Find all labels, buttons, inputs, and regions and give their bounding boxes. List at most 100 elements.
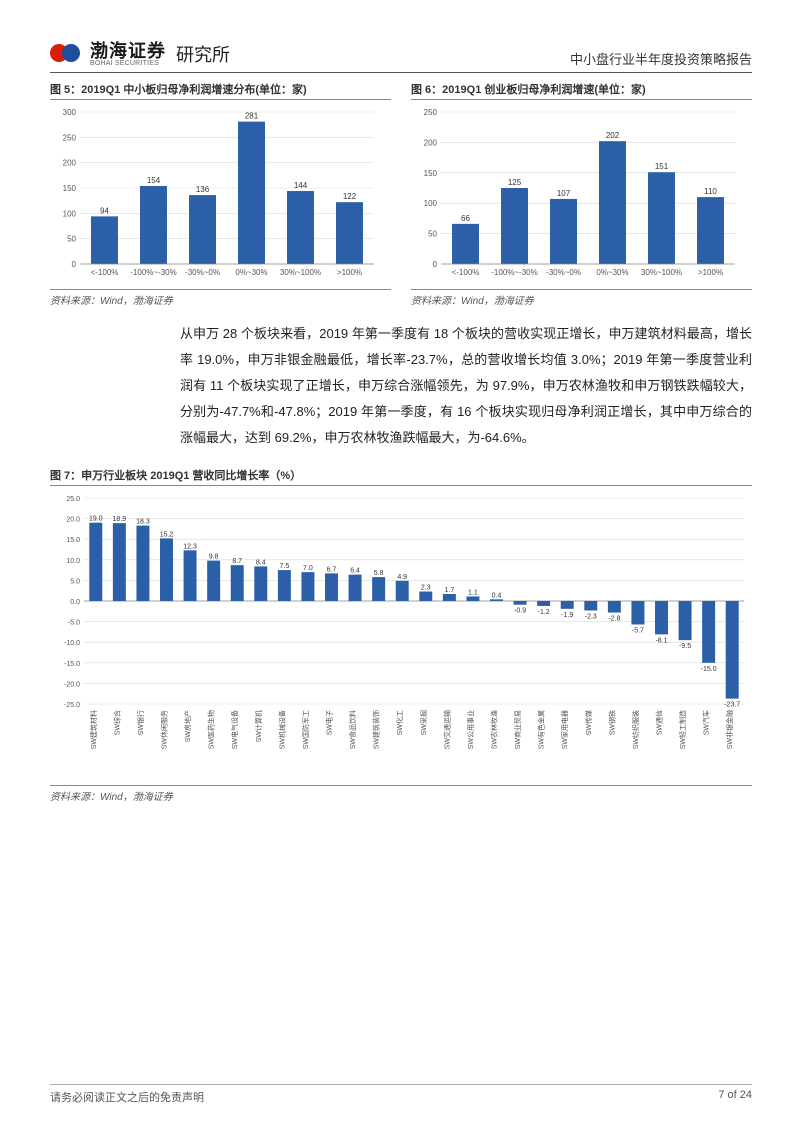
svg-text:SW轻工制造: SW轻工制造: [678, 710, 687, 749]
svg-text:SW综合: SW综合: [112, 710, 121, 735]
svg-text:6.7: 6.7: [327, 566, 337, 573]
svg-text:110: 110: [704, 187, 717, 196]
svg-text:-10.0: -10.0: [64, 640, 80, 647]
svg-text:-25.0: -25.0: [64, 702, 80, 709]
svg-text:-5.0: -5.0: [68, 620, 80, 627]
svg-text:154: 154: [147, 176, 161, 185]
svg-text:SW房地产: SW房地产: [183, 710, 192, 742]
svg-text:SW银行: SW银行: [136, 710, 145, 735]
svg-text:107: 107: [557, 189, 571, 198]
svg-text:-2.8: -2.8: [608, 616, 620, 623]
svg-text:281: 281: [245, 112, 259, 121]
svg-text:SW国防军工: SW国防军工: [301, 710, 310, 749]
svg-text:15.0: 15.0: [66, 537, 80, 544]
chart5-source: 资料来源：Wind，渤海证券: [50, 289, 391, 307]
svg-text:8.7: 8.7: [232, 558, 242, 565]
svg-text:25.0: 25.0: [66, 496, 80, 503]
chart5-svg: 05010015020025030094<-100%154-100%~-30%1…: [50, 104, 391, 287]
footer-page: 7 of 24: [718, 1089, 752, 1105]
chart6-svg: 05010015020025066<-100%125-100%~-30%107-…: [411, 104, 752, 287]
svg-text:10.0: 10.0: [66, 558, 80, 565]
svg-text:-23.7: -23.7: [724, 702, 740, 709]
svg-text:SW电子: SW电子: [325, 710, 334, 735]
svg-text:5.0: 5.0: [70, 578, 80, 585]
svg-text:19.0: 19.0: [89, 516, 103, 523]
svg-text:SW公用事业: SW公用事业: [466, 710, 475, 749]
svg-text:30%~100%: 30%~100%: [641, 268, 682, 277]
svg-text:0: 0: [72, 260, 77, 269]
svg-text:SW机械设备: SW机械设备: [277, 710, 286, 749]
svg-text:-30%~0%: -30%~0%: [546, 268, 581, 277]
svg-text:-5.7: -5.7: [632, 627, 644, 634]
svg-text:SW有色金属: SW有色金属: [537, 710, 546, 749]
chart7-svg: -25.0-20.0-15.0-10.0-5.00.05.010.015.020…: [50, 490, 752, 783]
svg-text:50: 50: [67, 235, 76, 244]
logo-cn: 渤海证券: [90, 42, 166, 60]
svg-text:18.3: 18.3: [136, 519, 150, 526]
svg-text:-8.1: -8.1: [655, 637, 667, 644]
svg-text:SW电气设备: SW电气设备: [230, 710, 239, 749]
svg-text:30%~100%: 30%~100%: [280, 268, 321, 277]
svg-text:50: 50: [428, 230, 437, 239]
svg-text:7.5: 7.5: [279, 563, 289, 570]
svg-text:SW商业贸易: SW商业贸易: [513, 710, 522, 749]
svg-text:<-100%: <-100%: [91, 268, 119, 277]
svg-text:-9.5: -9.5: [679, 643, 691, 650]
svg-text:SW传媒: SW传媒: [584, 710, 593, 735]
svg-text:SW建筑装饰: SW建筑装饰: [372, 710, 381, 749]
svg-text:6.4: 6.4: [350, 568, 360, 575]
svg-text:8.4: 8.4: [256, 559, 266, 566]
svg-text:20.0: 20.0: [66, 517, 80, 524]
svg-text:15.2: 15.2: [160, 531, 174, 538]
svg-text:250: 250: [424, 108, 438, 117]
svg-text:100: 100: [424, 199, 438, 208]
svg-text:SW汽车: SW汽车: [702, 710, 711, 735]
svg-text:4.9: 4.9: [397, 574, 407, 581]
svg-text:5.8: 5.8: [374, 570, 384, 577]
svg-text:0%~30%: 0%~30%: [596, 268, 628, 277]
doc-title: 中小盘行业半年度投资策略报告: [570, 49, 752, 68]
svg-text:300: 300: [63, 108, 77, 117]
svg-text:SW钢铁: SW钢铁: [607, 710, 616, 735]
svg-text:100: 100: [63, 209, 77, 218]
svg-text:>100%: >100%: [337, 268, 362, 277]
svg-text:1.1: 1.1: [468, 589, 478, 596]
body-paragraph: 从申万 28 个板块来看，2019 年第一季度有 18 个板块的营收实现正增长，…: [50, 311, 752, 463]
svg-text:SW农林牧渔: SW农林牧渔: [490, 710, 499, 749]
svg-text:200: 200: [424, 138, 438, 147]
svg-text:202: 202: [606, 131, 620, 140]
svg-text:144: 144: [294, 181, 308, 190]
svg-text:66: 66: [461, 214, 470, 223]
footer-disclaimer: 请务必阅读正文之后的免责声明: [50, 1089, 204, 1105]
svg-text:SW通信: SW通信: [655, 710, 664, 735]
svg-text:-15.0: -15.0: [701, 666, 717, 673]
svg-text:0: 0: [433, 260, 438, 269]
svg-text:SW纺织服装: SW纺织服装: [631, 710, 640, 749]
chart6-title: 图 6：2019Q1 创业板归母净利润增速(单位：家): [411, 81, 752, 100]
logo-block: 渤海证券 BOHAI SECURITIES 研究所: [50, 40, 230, 68]
chart5-title: 图 5：2019Q1 中小板归母净利润增速分布(单位：家): [50, 81, 391, 100]
svg-text:2.3: 2.3: [421, 585, 431, 592]
chart6-source: 资料来源：Wind，渤海证券: [411, 289, 752, 307]
logo-icon: [50, 40, 86, 68]
logo-en: BOHAI SECURITIES: [90, 60, 166, 67]
svg-text:250: 250: [63, 133, 77, 142]
svg-text:122: 122: [343, 192, 357, 201]
svg-text:SW家用电器: SW家用电器: [560, 710, 569, 749]
svg-text:-1.9: -1.9: [561, 612, 573, 619]
page-footer: 请务必阅读正文之后的免责声明 7 of 24: [50, 1084, 752, 1105]
page-header: 渤海证券 BOHAI SECURITIES 研究所 中小盘行业半年度投资策略报告: [50, 40, 752, 73]
svg-text:>100%: >100%: [698, 268, 723, 277]
svg-text:0.0: 0.0: [70, 599, 80, 606]
svg-text:7.0: 7.0: [303, 565, 313, 572]
svg-text:-2.3: -2.3: [585, 613, 597, 620]
svg-text:9.8: 9.8: [209, 554, 219, 561]
svg-text:SW交通运输: SW交通运输: [442, 710, 451, 749]
svg-text:200: 200: [63, 159, 77, 168]
svg-text:150: 150: [63, 184, 77, 193]
svg-text:151: 151: [655, 162, 669, 171]
svg-text:SW化工: SW化工: [395, 710, 404, 735]
chart5-panel: 图 5：2019Q1 中小板归母净利润增速分布(单位：家) 0 50 100 150 2…: [50, 81, 391, 307]
svg-text:-15.0: -15.0: [64, 661, 80, 668]
svg-text:-1.2: -1.2: [538, 609, 550, 616]
